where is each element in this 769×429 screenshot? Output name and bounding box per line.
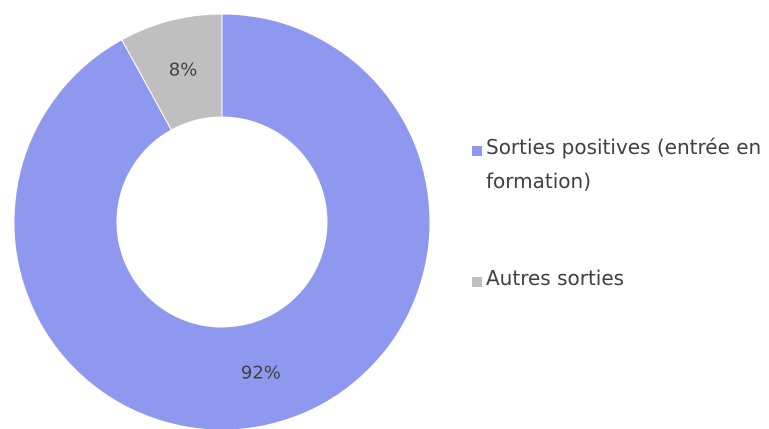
donut-slice bbox=[121, 13, 223, 131]
legend-swatch bbox=[472, 277, 482, 287]
data-label: 8% bbox=[169, 59, 198, 80]
legend-item: Autres sorties bbox=[472, 266, 769, 295]
legend-swatch bbox=[472, 146, 482, 156]
legend-label: Autres sorties bbox=[486, 266, 625, 290]
data-label: 92% bbox=[241, 363, 281, 384]
legend-label: Sorties positives (entrée en formation) bbox=[486, 135, 762, 193]
legend-item: Sorties positives (entrée en formation) bbox=[472, 135, 769, 198]
donut-slice bbox=[13, 13, 431, 429]
